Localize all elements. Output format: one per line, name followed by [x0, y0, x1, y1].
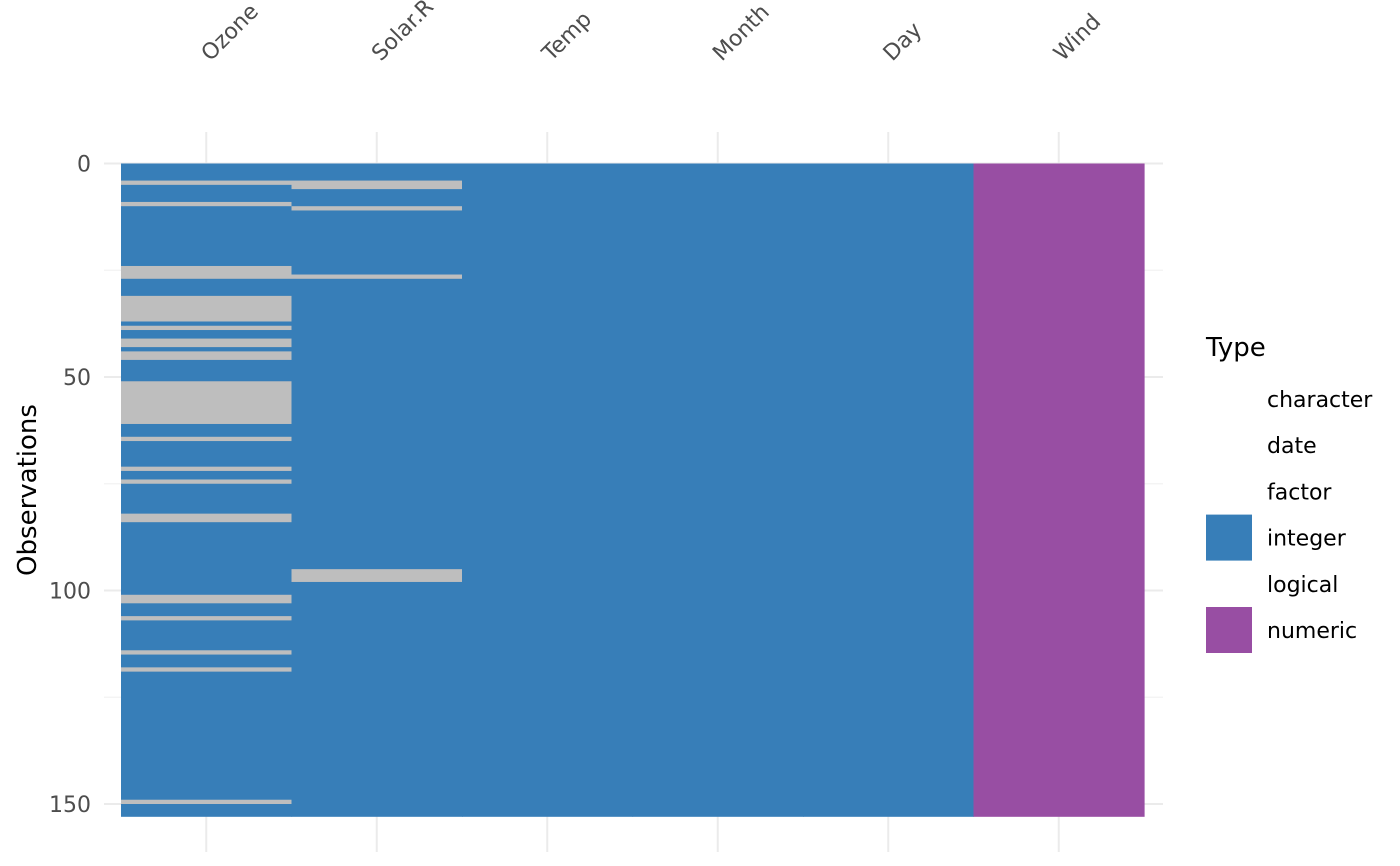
missing-cell-ozone	[121, 436, 292, 442]
missing-cell-ozone	[121, 479, 292, 484]
missing-cell-ozone	[121, 667, 292, 672]
y-tick-labels: 0 50 100 150	[49, 153, 91, 819]
legend-swatch-character	[1206, 376, 1252, 422]
legend-swatch-factor	[1206, 468, 1252, 514]
legend-swatch-numeric	[1206, 607, 1252, 653]
missing-cell-ozone	[121, 265, 292, 279]
y-tick-label: 150	[49, 793, 91, 818]
legend-entry-logical: logical	[1206, 561, 1338, 607]
legend-entry-factor: factor	[1206, 468, 1332, 514]
missing-cell-solar-r	[291, 569, 462, 582]
missing-cell-ozone	[121, 295, 292, 322]
missing-cell-ozone	[121, 338, 292, 348]
x-tick-label-month: Month	[708, 0, 774, 66]
legend-entry-date: date	[1206, 422, 1317, 468]
missing-cell-solar-r	[291, 274, 462, 279]
legend-entries: character date factor integer logical numeric	[1206, 376, 1373, 653]
legend-label-character: character	[1267, 388, 1373, 413]
missing-cell-ozone	[121, 201, 292, 207]
legend-entry-integer: integer	[1206, 514, 1347, 561]
x-tick-label-solar-r: Solar.R	[367, 0, 439, 66]
legend-title: Type	[1205, 333, 1266, 363]
missing-cell-ozone	[121, 513, 292, 523]
missing-cell-solar-r	[291, 206, 462, 211]
missing-cell-ozone	[121, 466, 292, 471]
legend-entry-numeric: numeric	[1206, 607, 1357, 653]
missing-cell-ozone	[121, 650, 292, 655]
data-cells	[121, 163, 1145, 817]
cell-column-month	[632, 163, 804, 817]
legend-label-integer: integer	[1267, 527, 1347, 552]
legend-label-date: date	[1267, 434, 1317, 459]
legend-swatch-logical	[1206, 561, 1252, 607]
missing-cell-ozone	[121, 594, 292, 604]
missing-cell-ozone	[121, 616, 292, 621]
cell-column-ozone	[121, 163, 293, 817]
legend-label-logical: logical	[1267, 573, 1338, 598]
missing-cell-ozone	[121, 799, 292, 804]
missing-cell-solar-r	[291, 180, 462, 190]
y-tick-label: 0	[77, 153, 91, 178]
x-tick-labels: Ozone Solar.R Temp Month Day Wind	[197, 0, 1106, 67]
cell-column-day	[803, 163, 975, 817]
y-axis-label: Observations	[13, 404, 43, 576]
missing-cell-ozone	[121, 351, 292, 360]
y-tick-label: 50	[63, 366, 91, 391]
legend-swatch-integer	[1206, 514, 1252, 561]
missing-cell-ozone	[121, 381, 292, 424]
cell-column-temp	[462, 163, 634, 817]
legend-label-factor: factor	[1267, 480, 1332, 505]
x-tick-label-temp: Temp	[537, 7, 597, 67]
missing-cell-ozone	[121, 180, 292, 185]
legend-swatch-date	[1206, 422, 1252, 468]
x-tick-label-ozone: Ozone	[197, 0, 264, 66]
legend-entry-character: character	[1206, 376, 1373, 422]
legend: Type character date factor integer logical nu…	[1205, 333, 1373, 653]
x-tick-label-day: Day	[879, 18, 927, 66]
y-tick-label: 100	[49, 580, 91, 605]
missing-cell-ozone	[121, 325, 292, 331]
cell-column-solar-r	[291, 163, 463, 817]
missing-cells	[121, 180, 462, 804]
x-tick-label-wind: Wind	[1049, 9, 1106, 66]
legend-label-numeric: numeric	[1267, 619, 1357, 644]
cell-column-wind	[973, 163, 1145, 817]
